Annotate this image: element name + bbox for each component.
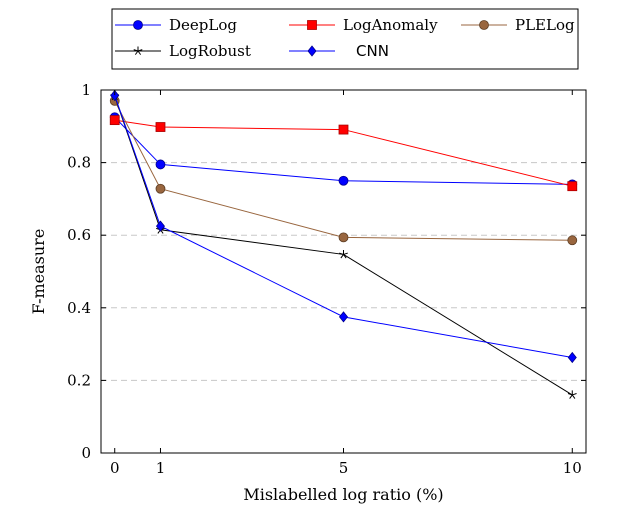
data-point bbox=[339, 249, 348, 259]
data-point bbox=[567, 390, 577, 399]
data-point bbox=[155, 183, 166, 194]
series-loganomaly bbox=[109, 115, 578, 192]
data-point bbox=[567, 351, 577, 364]
legend-item-loganomaly: LogAnomaly bbox=[289, 16, 438, 34]
data-point bbox=[155, 220, 165, 232]
data-point bbox=[109, 115, 120, 126]
grid-lines bbox=[101, 162, 586, 381]
data-point bbox=[338, 175, 349, 186]
legend-label: CNN bbox=[356, 42, 389, 60]
legend-marker bbox=[133, 20, 143, 30]
x-tick-label: 10 bbox=[563, 459, 582, 477]
y-axis-label: F-measure bbox=[29, 229, 48, 315]
legend-item-plelog: PLELog bbox=[461, 16, 575, 34]
x-tick-label: 1 bbox=[156, 459, 166, 477]
legend-marker bbox=[133, 46, 143, 55]
x-axis-label: Mislabelled log ratio (%) bbox=[243, 485, 443, 504]
y-tick-label: 0.2 bbox=[67, 371, 91, 389]
legend-item-deeplog: DeepLog bbox=[115, 16, 237, 34]
data-point bbox=[567, 181, 578, 192]
data-point bbox=[338, 311, 349, 323]
series-plelog bbox=[109, 95, 578, 246]
legend-label: LogAnomaly bbox=[343, 16, 438, 34]
y-tick-label: 0.8 bbox=[67, 154, 91, 172]
legend-marker bbox=[479, 20, 489, 30]
legend: DeepLog LogAnomaly PLELog LogRobust CNN bbox=[111, 8, 579, 70]
series-line bbox=[114, 95, 573, 359]
data-point bbox=[338, 232, 349, 243]
series-deeplog bbox=[109, 112, 578, 190]
data-point bbox=[338, 124, 349, 135]
data-point bbox=[567, 235, 578, 246]
series-layer bbox=[109, 89, 578, 399]
series-line bbox=[114, 116, 573, 185]
x-tick-label: 0 bbox=[110, 459, 120, 477]
y-tick-label: 0 bbox=[81, 444, 91, 462]
legend-label: DeepLog bbox=[169, 16, 237, 34]
legend-item-logrobust: LogRobust bbox=[115, 42, 251, 60]
series-line bbox=[114, 119, 573, 187]
legend-marker bbox=[307, 45, 317, 57]
y-tick-label: 0.4 bbox=[67, 299, 91, 317]
y-tick-label: 0.6 bbox=[67, 226, 91, 244]
data-point bbox=[110, 89, 120, 102]
legend-box bbox=[111, 8, 579, 70]
legend-label: PLELog bbox=[515, 16, 575, 34]
axis-ticks: 00.20.40.60.810 1 5 10 bbox=[67, 81, 586, 477]
data-point bbox=[155, 159, 166, 170]
x-tick-label: 5 bbox=[339, 459, 349, 477]
legend-item-cnn: CNN bbox=[289, 42, 389, 60]
data-point bbox=[155, 122, 166, 132]
series-logrobust bbox=[110, 91, 577, 399]
series-cnn bbox=[110, 89, 577, 364]
series-line bbox=[114, 96, 573, 396]
y-tick-label: 1 bbox=[81, 81, 91, 99]
legend-label: LogRobust bbox=[169, 42, 251, 60]
plot-frame bbox=[100, 89, 587, 454]
legend-marker bbox=[307, 20, 317, 30]
series-line bbox=[114, 100, 573, 241]
